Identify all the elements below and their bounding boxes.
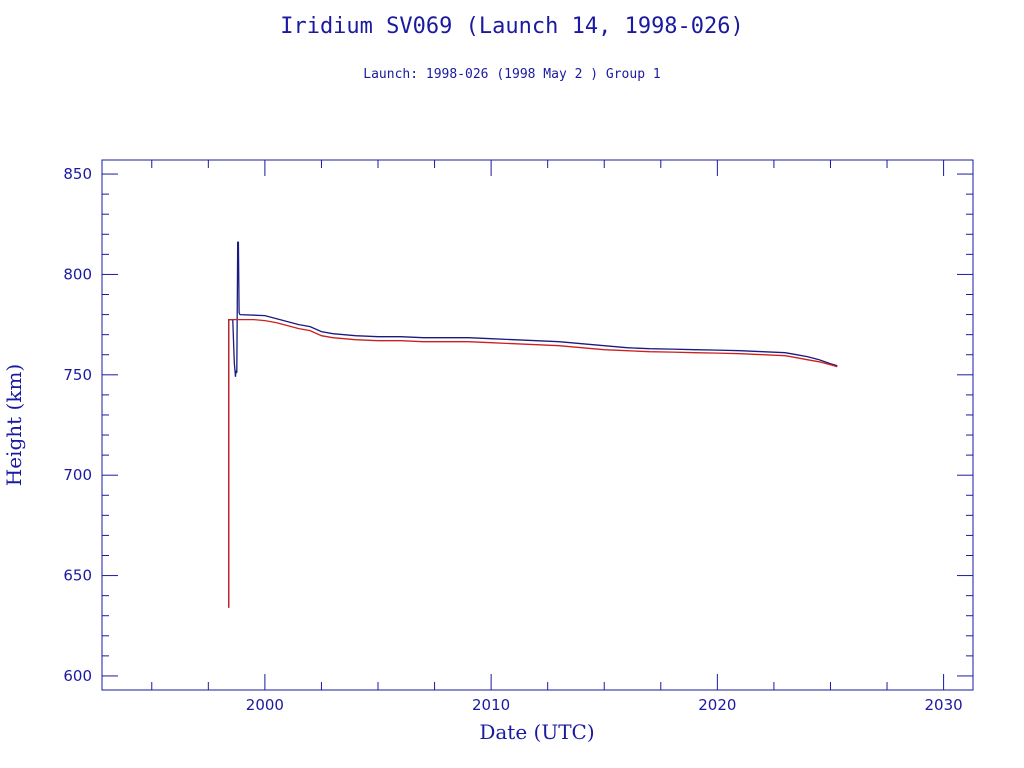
y-axis-label: Height (km) xyxy=(2,364,26,486)
x-tick-label: 2030 xyxy=(924,696,962,714)
y-tick-label: 750 xyxy=(63,366,92,384)
x-tick-label: 2010 xyxy=(472,696,510,714)
series-line-1 xyxy=(228,241,838,608)
plot-frame xyxy=(101,159,974,691)
y-tick-label: 600 xyxy=(63,667,92,685)
y-tick-label: 700 xyxy=(63,466,92,484)
x-tick-label: 2020 xyxy=(698,696,736,714)
series-group xyxy=(228,241,838,608)
x-tick-label: 2000 xyxy=(246,696,284,714)
y-tick-label: 850 xyxy=(63,165,92,183)
series-line-2 xyxy=(228,318,838,608)
chart-subtitle: Launch: 1998-026 (1998 May 2 ) Group 1 xyxy=(363,67,661,82)
chart-title: Iridium SV069 (Launch 14, 1998-026) xyxy=(280,14,744,39)
y-tick-label: 800 xyxy=(63,265,92,283)
y-tick-label: 650 xyxy=(63,567,92,585)
x-axis-label: Date (UTC) xyxy=(479,720,594,744)
axis-ticks xyxy=(102,160,973,690)
axis-tick-labels: 600 650 700 750 800 850 2000 2010 2020 2030 xyxy=(63,165,962,714)
